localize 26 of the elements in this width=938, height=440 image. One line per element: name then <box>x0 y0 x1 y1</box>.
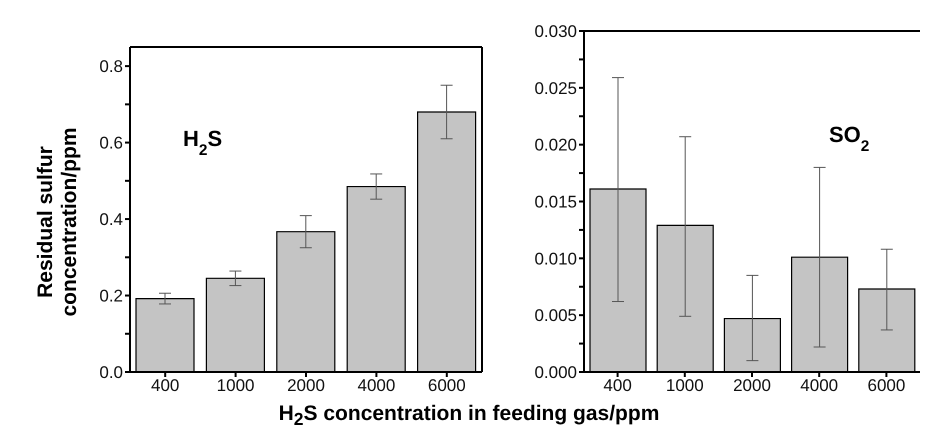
y-tick-label: 0.010 <box>534 249 577 268</box>
x-tick-label: 400 <box>603 376 632 396</box>
y-tick-label: 0.005 <box>534 306 577 326</box>
x-tick-label: 2000 <box>733 376 771 396</box>
y-tick-label: 0.030 <box>534 22 577 42</box>
annotation: H$_{2}$S <box>183 126 222 158</box>
x-tick-label: 1000 <box>216 376 255 396</box>
y-tick-label: 0.000 <box>534 363 577 382</box>
x-tick-label: 6000 <box>428 376 466 396</box>
y-tick-label: 0.2 <box>99 286 123 306</box>
y-tick-label: 0.6 <box>99 134 123 153</box>
x-tick-label: 4000 <box>800 376 838 396</box>
y-tick-label: 0.8 <box>99 57 123 76</box>
y-axis-title: Residual sulfur concentration/ppm <box>34 126 82 319</box>
x-tick-label: 4000 <box>357 376 396 396</box>
x-tick-label: 6000 <box>867 376 906 396</box>
y-tick-label: 0.0 <box>99 363 123 382</box>
x-tick-label: 1000 <box>666 376 704 396</box>
annotation: SO$_{2}$ <box>829 122 870 154</box>
y-tick-label: 0.025 <box>534 78 577 98</box>
y-tick-label: 0.4 <box>99 210 123 230</box>
y-tick-label: 0.020 <box>534 136 577 155</box>
y-tick-label: 0.015 <box>534 192 577 212</box>
x-axis-title: H$_{2}$S concentration in feeding gas/ppm <box>278 402 660 430</box>
x-tick-label: 400 <box>151 376 180 396</box>
x-tick-label: 2000 <box>287 376 325 396</box>
